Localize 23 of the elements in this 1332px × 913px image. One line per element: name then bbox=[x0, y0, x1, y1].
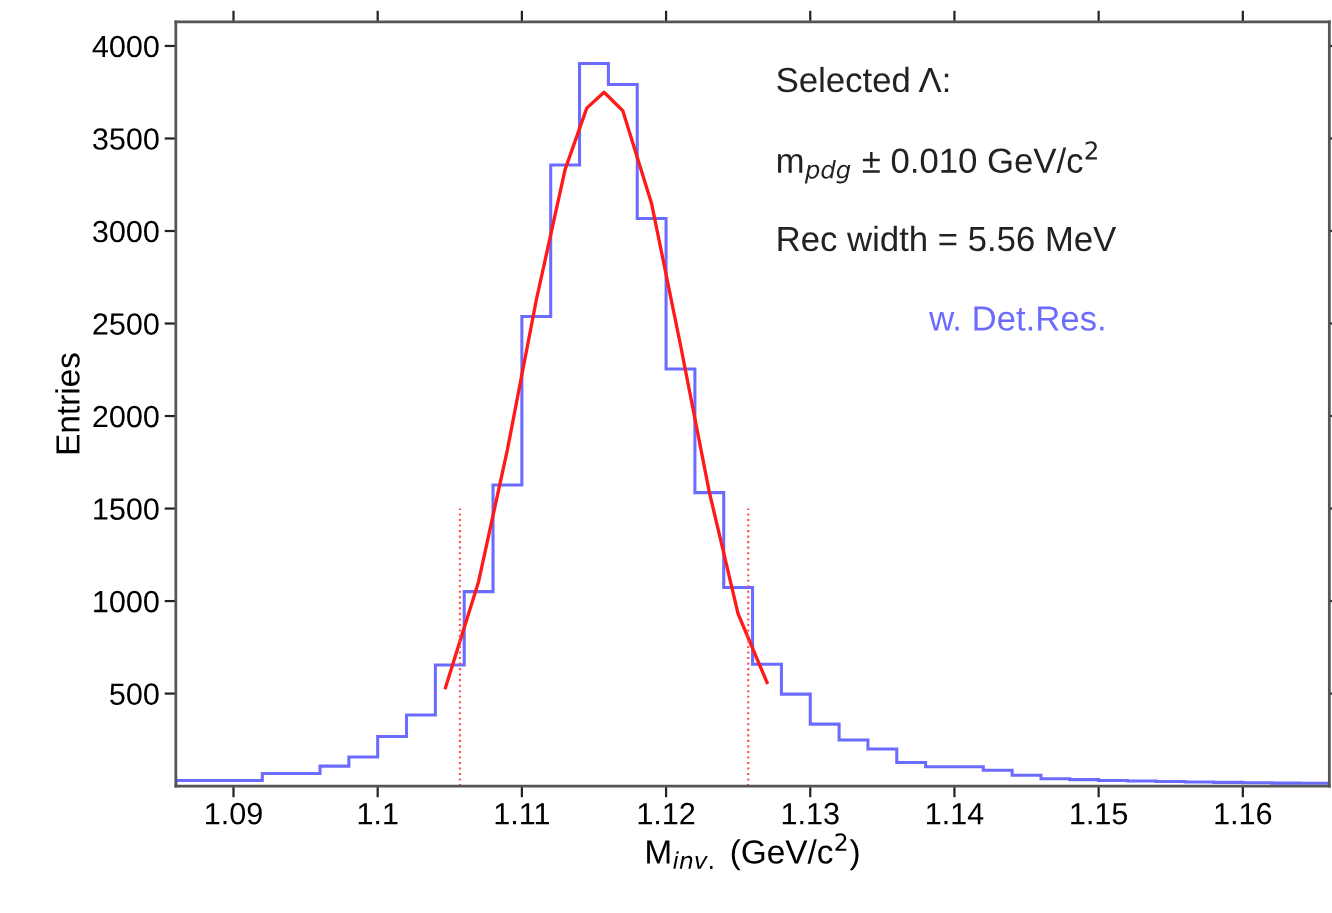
annotation: m$_{pdg}$ ± 0.010 GeV/c$^{2}$ bbox=[777, 141, 1097, 184]
y-tick-label: 3500 bbox=[93, 128, 159, 150]
x-tick-label: 1.1 bbox=[358, 803, 398, 825]
annotation: Selected Λ: bbox=[777, 66, 949, 93]
y-tick-label: 3000 bbox=[93, 220, 159, 243]
x-tick-label: 1.12 bbox=[638, 802, 695, 825]
x-tick-label: 1.09 bbox=[206, 802, 262, 825]
y-tick-label: 4000 bbox=[92, 35, 159, 58]
annotation: Rec width = 5.56 MeV bbox=[778, 225, 1117, 252]
x-tick-label: 1.13 bbox=[782, 802, 839, 825]
x-axis-title: M$_{inv.}$ (GeV/c$^{2}$) bbox=[647, 833, 859, 871]
x-tick-label: 1.11 bbox=[495, 803, 549, 825]
y-tick-label: 1000 bbox=[94, 590, 159, 613]
text: w. Det.Res. bbox=[929, 306, 1104, 331]
y-axis-title: Entries bbox=[55, 353, 80, 454]
y-tick-label: 2000 bbox=[93, 405, 159, 428]
x-tick-label: 1.15 bbox=[1071, 803, 1128, 825]
y-tick-label: 2500 bbox=[93, 313, 159, 335]
y-tick-label: 500 bbox=[110, 683, 159, 705]
y-tick-label: 1500 bbox=[94, 498, 159, 520]
x-tick-label: 1.16 bbox=[1215, 802, 1272, 825]
line-series bbox=[443, 90, 769, 690]
x-tick-label: 1.14 bbox=[927, 803, 984, 825]
